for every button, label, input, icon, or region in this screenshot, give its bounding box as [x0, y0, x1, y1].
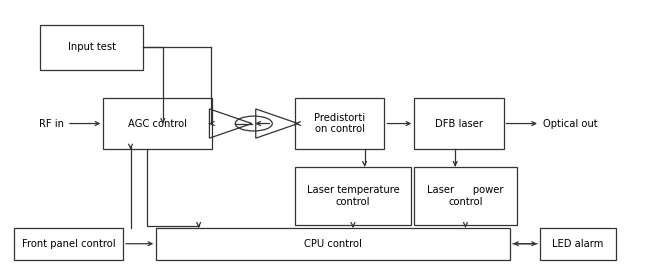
FancyBboxPatch shape [295, 167, 411, 225]
Text: AGC control: AGC control [129, 119, 188, 128]
FancyBboxPatch shape [295, 98, 385, 150]
FancyBboxPatch shape [414, 98, 503, 150]
FancyBboxPatch shape [414, 167, 516, 225]
Text: RF in: RF in [38, 119, 64, 128]
Text: Predistorti
on control: Predistorti on control [314, 113, 365, 134]
FancyBboxPatch shape [14, 228, 123, 260]
Text: Laser temperature
control: Laser temperature control [306, 185, 399, 207]
Text: LED alarm: LED alarm [552, 239, 603, 249]
FancyBboxPatch shape [156, 228, 510, 260]
Text: Optical out: Optical out [543, 119, 598, 128]
FancyBboxPatch shape [540, 228, 616, 260]
Text: CPU control: CPU control [304, 239, 362, 249]
FancyBboxPatch shape [103, 98, 212, 150]
Text: Front panel control: Front panel control [22, 239, 115, 249]
Text: DFB laser: DFB laser [435, 119, 483, 128]
Text: Laser      power
control: Laser power control [427, 185, 504, 207]
Text: Input test: Input test [68, 42, 115, 52]
FancyBboxPatch shape [40, 25, 143, 70]
